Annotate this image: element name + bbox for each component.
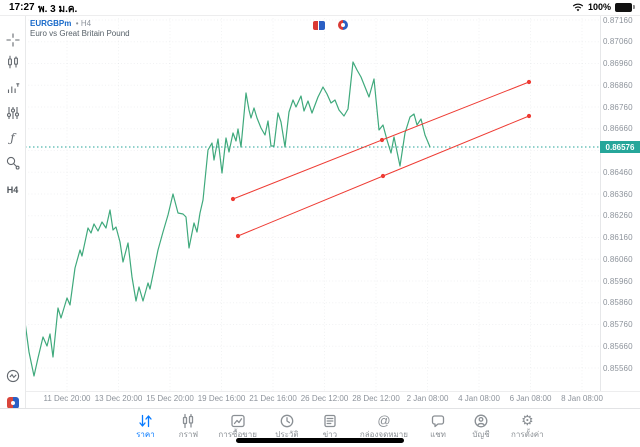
zigzag-circle-icon (6, 369, 19, 383)
price-axis-label: 0.86460 (603, 167, 633, 177)
red-blue-rect-marker-icon[interactable] (313, 20, 325, 30)
price-chart-canvas[interactable] (0, 0, 640, 412)
time-axis-label: 2 Jan 08:00 (406, 394, 449, 403)
history-icon (280, 414, 294, 427)
timeframe-label: H4 (6, 185, 19, 195)
indicators-button[interactable] (0, 81, 25, 95)
price-axis-border (600, 15, 601, 392)
time-axis-label: 11 Dec 20:00 (43, 394, 91, 403)
symbol-timeframe: • H4 (75, 19, 92, 28)
chart-settings-button[interactable] (0, 106, 25, 120)
wifi-icon (572, 3, 584, 11)
objects-icon (6, 156, 20, 170)
toolbar-item-chat[interactable]: แชท (425, 412, 451, 447)
timeframe-button[interactable]: H4 (0, 183, 25, 197)
toolbar-item-accounts[interactable]: บัญชี (468, 412, 494, 447)
status-bar: 17:27 พ. 3 ม.ค. 100% (0, 0, 640, 15)
toolbar-item-settings[interactable]: ⚙ การตั้งค่า (511, 412, 544, 447)
red-blue-flag-icon (6, 397, 19, 409)
chart-markers (313, 20, 348, 30)
calendar-pulse-button[interactable] (0, 369, 25, 383)
time-axis-border (25, 391, 640, 392)
sliders-icon (6, 107, 19, 119)
price-axis-label: 0.86060 (603, 254, 633, 264)
price-axis-label: 0.86360 (603, 189, 633, 199)
charts-icon (183, 413, 194, 428)
price-axis-label: 0.87160 (603, 15, 633, 25)
time-axis-label: 8 Jan 08:00 (561, 394, 603, 403)
price-axis-label: 0.85660 (603, 341, 633, 351)
indicators-icon (7, 83, 19, 93)
price-axis-label: 0.86960 (603, 59, 633, 68)
price-axis-label: 0.85560 (603, 363, 633, 373)
toolbar-item-label: ราคา (136, 430, 155, 439)
current-price-badge: 0.86576 (600, 141, 640, 153)
symbol-description: Euro vs Great Britain Pound (30, 29, 130, 38)
news-icon (324, 414, 336, 427)
toolbar-item-trade[interactable]: การซื้อขาย (218, 412, 257, 447)
price-axis-label: 0.87060 (603, 37, 633, 47)
price-axis-label: 0.85860 (603, 298, 633, 308)
time-axis-label: 6 Jan 08:00 (509, 394, 552, 403)
settings-icon: ⚙ (521, 412, 534, 428)
quotes-icon (139, 414, 152, 427)
functions-button[interactable]: ƒ (0, 131, 25, 145)
time-axis-label: 13 Dec 20:00 (94, 394, 143, 403)
time-axis-label: 26 Dec 12:00 (300, 394, 349, 403)
toolbar-item-charts[interactable]: กราฟ (175, 412, 201, 447)
chart-type-button[interactable] (0, 55, 25, 69)
price-axis-label: 0.85960 (603, 276, 633, 286)
toolbar-item-news[interactable]: ข่าว (317, 412, 343, 447)
chat-icon (431, 414, 445, 427)
red-blue-circle-marker-icon[interactable] (338, 20, 348, 30)
time-axis: 11 Dec 20:00 13 Dec 20:00 15 Dec 20:00 19 D… (0, 394, 640, 404)
price-axis-label: 0.85760 (603, 320, 633, 329)
status-divider (0, 15, 640, 16)
battery-icon (615, 2, 635, 12)
toolbar-item-label: ข่าว (322, 430, 338, 439)
home-indicator[interactable] (236, 438, 404, 443)
candles-icon (7, 55, 18, 69)
symbol-name: EURGBPm (30, 19, 72, 28)
crosshair-tool-button[interactable] (0, 33, 25, 47)
status-time: 17:27 (9, 2, 35, 13)
time-axis-label: 28 Dec 12:00 (352, 394, 400, 403)
toolbar-item-label: กล่องจดหมาย (359, 430, 408, 439)
chart-header[interactable]: EURGBPm • H4 Euro vs Great Britain Pound (30, 17, 130, 39)
toolbar-item-mailbox[interactable]: @ กล่องจดหมาย (360, 412, 408, 447)
function-icon: ƒ (10, 131, 15, 145)
time-axis-label: 19 Dec 16:00 (197, 394, 246, 403)
mailbox-icon: @ (377, 413, 391, 428)
price-axis-label: 0.86260 (603, 211, 633, 221)
price-axis-label: 0.86160 (603, 233, 633, 242)
price-axis-label: 0.86760 (603, 102, 633, 112)
time-axis-label: 15 Dec 20:00 (146, 394, 194, 403)
toolbar-item-label: การซื้อขาย (218, 430, 257, 439)
community-button[interactable] (0, 396, 25, 410)
toolbar-item-label: การตั้งค่า (511, 430, 544, 439)
accounts-icon (474, 414, 488, 427)
toolbar-item-quotes[interactable]: ราคา (132, 412, 158, 447)
time-axis-label: 4 Jan 08:00 (458, 394, 500, 403)
status-right-cluster: 100% (572, 2, 635, 12)
toolbar-item-label: แชท (430, 430, 446, 439)
crosshair-icon (6, 33, 19, 47)
status-date: พ. 3 ม.ค. (38, 4, 78, 15)
toolbar-item-label: ประวัติ (275, 430, 299, 439)
chart-side-toolbar: ƒ H4 (0, 15, 26, 410)
price-axis-label: 0.86660 (603, 124, 633, 134)
battery-percent: 100% (587, 2, 611, 12)
objects-button[interactable] (0, 156, 25, 170)
price-axis-label: 0.86860 (603, 80, 633, 90)
toolbar-item-label: บัญชี (472, 430, 490, 439)
trade-icon (231, 414, 245, 427)
time-axis-label: 21 Dec 16:00 (249, 394, 297, 403)
toolbar-item-label: กราฟ (178, 430, 199, 439)
toolbar-item-history[interactable]: ประวัติ (274, 412, 300, 447)
